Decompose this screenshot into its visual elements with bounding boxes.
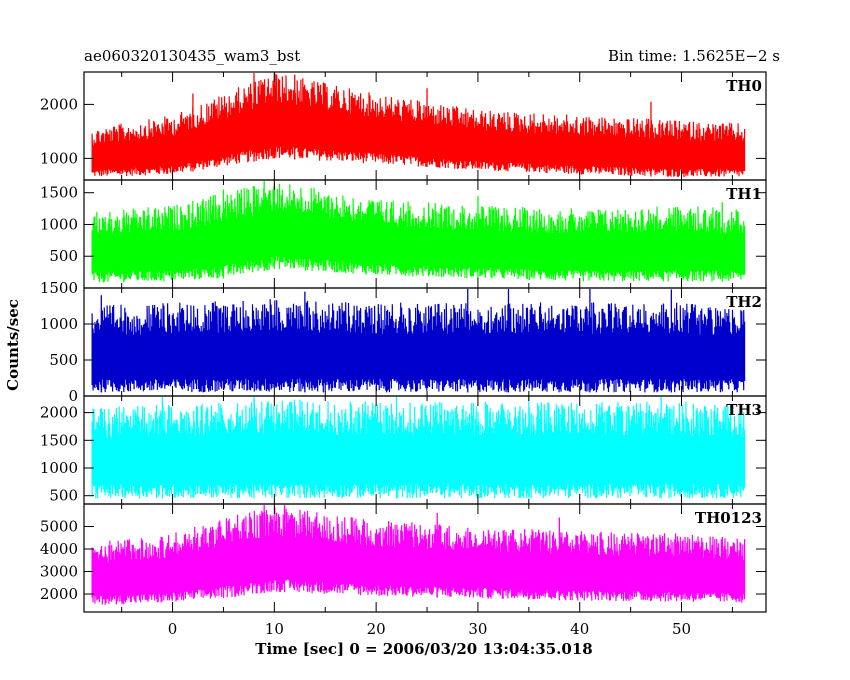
y-tick-label-th2: 1000: [40, 315, 78, 333]
panel-th3: 500 1000 1500 2000 TH3: [40, 395, 767, 505]
y-tick-label-th0: 2000: [40, 95, 78, 113]
plot-title: ae060320130435_wam3_bst: [84, 47, 300, 65]
y-axis-label: Counts/sec: [4, 299, 22, 391]
y-tick-label-th0: 1000: [40, 149, 78, 167]
y-tick-label-th1: 500: [49, 247, 78, 265]
panel-th0: 1000 2000 TH0: [40, 71, 767, 181]
panel-label-th0: TH0: [726, 77, 762, 95]
y-tick-label-th0123: 5000: [40, 518, 78, 536]
y-tick-label-th0123: 3000: [40, 563, 78, 581]
panel-th2: 0 500 1000 1500 TH2: [40, 279, 767, 405]
y-tick-label-th1: 1500: [40, 184, 78, 202]
y-tick-label-th2: 0: [68, 387, 78, 405]
panel-label-th2: TH2: [726, 293, 762, 311]
x-tick-label: 40: [570, 620, 589, 638]
x-tick-label: 0: [168, 620, 178, 638]
panel-label-th3: TH3: [726, 401, 762, 419]
x-tick-label: 10: [265, 620, 284, 638]
y-tick-label-th3: 1500: [40, 431, 78, 449]
panel-frame-th0123: [83, 503, 767, 613]
x-axis-label: Time [sec] 0 = 2006/03/20 13:04:35.018: [255, 640, 592, 658]
panel-label-th1: TH1: [726, 185, 762, 203]
panel-label-th0123: TH0123: [695, 509, 762, 527]
x-tick-label: 30: [468, 620, 487, 638]
y-tick-label-th3: 500: [49, 487, 78, 505]
y-tick-label-th0123: 2000: [40, 585, 78, 603]
bin-time-label: Bin time: 1.5625E−2 s: [608, 47, 780, 65]
series-th0: [91, 73, 746, 178]
panel-th0123: 2000 3000 4000 5000 TH0123: [40, 503, 767, 613]
x-tick-label: 50: [672, 620, 691, 638]
y-tick-label-th3: 2000: [40, 404, 78, 422]
y-tick-label-th2: 1500: [40, 279, 78, 297]
series-th1: [91, 183, 746, 283]
y-tick-label-th1: 1000: [40, 215, 78, 233]
series-th3: [91, 399, 746, 499]
panel-th1: 500 1000 1500 TH1: [40, 179, 767, 289]
y-tick-label-th2: 500: [49, 351, 78, 369]
y-tick-label-th3: 1000: [40, 459, 78, 477]
y-tick-label-th0123: 4000: [40, 540, 78, 558]
x-tick-label: 20: [367, 620, 386, 638]
series-th0123: [91, 507, 746, 605]
series-th2: [91, 299, 746, 393]
